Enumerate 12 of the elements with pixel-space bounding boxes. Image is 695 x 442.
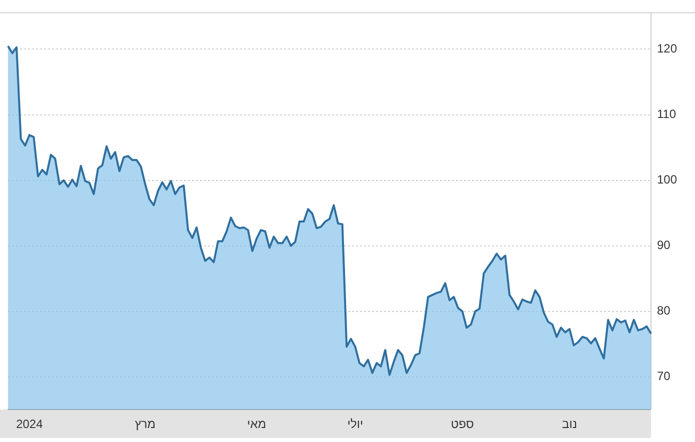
y-tick-label: 80 bbox=[656, 304, 671, 318]
x-tick-label: נוב bbox=[562, 417, 578, 432]
y-tick-label: 70 bbox=[656, 369, 671, 384]
x-tick-label: ספט bbox=[450, 417, 474, 432]
y-tick-label: 120 bbox=[656, 42, 678, 56]
x-tick-label: 2024 bbox=[16, 417, 44, 432]
x-tick-label: מאי bbox=[247, 417, 266, 432]
x-tick-label: מרץ bbox=[134, 417, 156, 432]
y-tick-label: 110 bbox=[656, 107, 676, 122]
y-tick-label: 90 bbox=[656, 238, 671, 252]
y-tick-label: 100 bbox=[656, 172, 678, 187]
x-tick-label: יולי bbox=[347, 417, 364, 432]
